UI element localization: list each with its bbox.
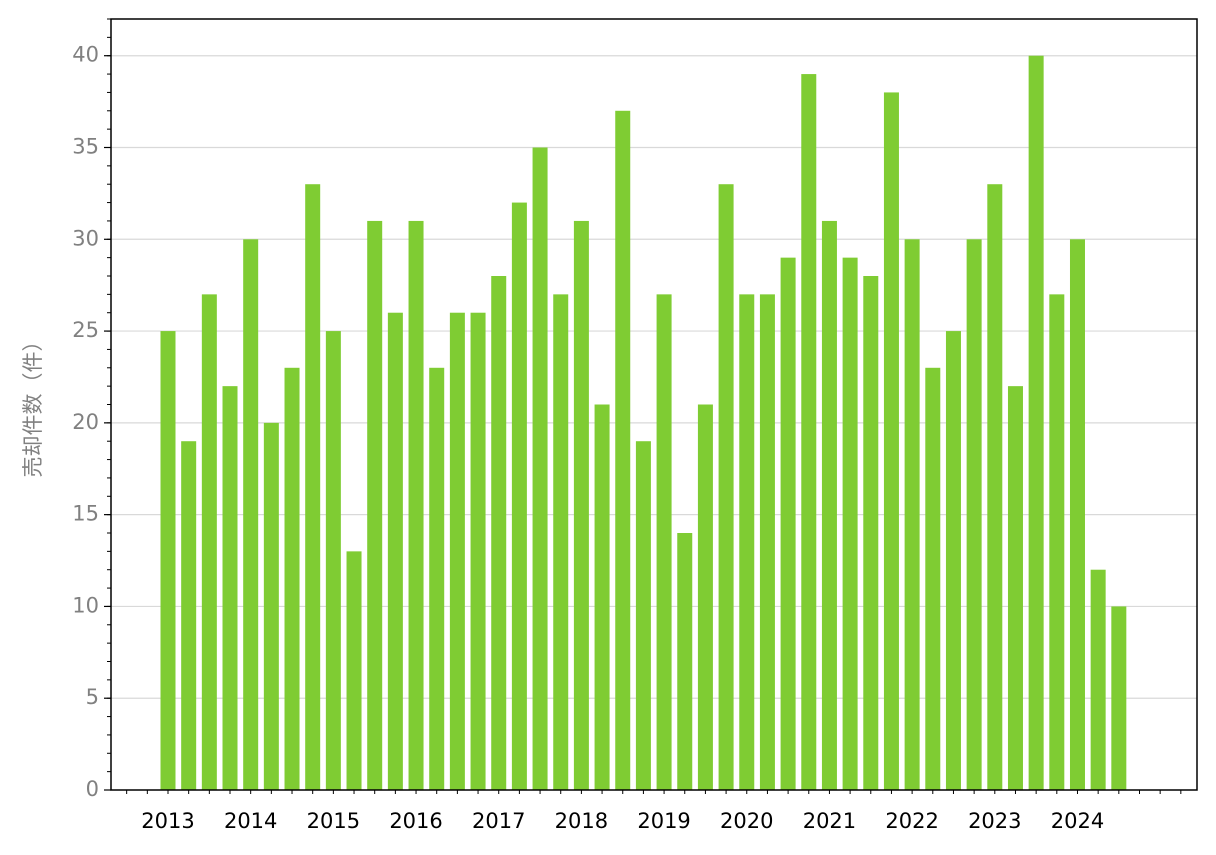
y-tick-label: 40: [72, 43, 99, 67]
y-tick-label: 25: [72, 318, 99, 342]
y-tick-label: 5: [86, 685, 99, 709]
y-tick-label: 20: [72, 410, 99, 434]
x-tick-label: 2015: [307, 809, 360, 833]
bar: [305, 184, 321, 790]
bar: [367, 220, 383, 790]
bar: [1007, 386, 1023, 790]
bar: [325, 331, 341, 790]
bar: [987, 184, 1003, 790]
x-tick-label: 2022: [885, 809, 938, 833]
bar: [222, 386, 238, 790]
bar: [594, 404, 610, 790]
bar: [1028, 55, 1044, 790]
bar: [801, 74, 817, 791]
plot-frame: [110, 18, 1198, 791]
bar: [243, 239, 259, 791]
bar: [635, 441, 651, 790]
bar: [408, 220, 424, 790]
bar: [739, 294, 755, 790]
bar: [842, 257, 858, 791]
bar: [284, 367, 300, 790]
x-tick-label: 2024: [1051, 809, 1104, 833]
bar: [677, 533, 693, 790]
bar: [718, 184, 734, 790]
bar: [573, 220, 589, 790]
bar: [883, 92, 899, 790]
bar: [1069, 239, 1085, 791]
bar: [966, 239, 982, 791]
bar: [780, 257, 796, 791]
y-tick-label: 35: [72, 135, 99, 159]
bar: [1090, 569, 1106, 790]
bar: [945, 331, 961, 790]
bar: [904, 239, 920, 791]
x-tick-label: 2021: [803, 809, 856, 833]
bar: [615, 110, 631, 791]
bar: [656, 294, 672, 790]
y-tick-label: 30: [72, 226, 99, 250]
bar: [759, 294, 775, 790]
x-tick-label: 2017: [472, 809, 525, 833]
x-tick-label: 2023: [968, 809, 1021, 833]
y-tick-label: 15: [72, 502, 99, 526]
y-tick-label: 0: [86, 777, 99, 801]
bar: [511, 202, 527, 791]
bar: [160, 331, 176, 790]
x-tick-label: 2018: [555, 809, 608, 833]
y-axis-label: 売却件数（件）: [21, 331, 45, 478]
x-tick-label: 2016: [389, 809, 442, 833]
bar: [863, 276, 879, 790]
bar: [1111, 606, 1127, 790]
bar: [532, 147, 548, 790]
bar: [491, 276, 507, 790]
bar: [387, 312, 403, 790]
bar: [697, 404, 713, 790]
x-tick-label: 2019: [637, 809, 690, 833]
bar: [263, 422, 279, 790]
y-tick-label: 10: [72, 593, 99, 617]
x-tick-label: 2014: [224, 809, 277, 833]
bar: [553, 294, 569, 790]
bar: [181, 441, 197, 790]
bar: [821, 220, 837, 790]
bar: [925, 367, 941, 790]
bar: [449, 312, 465, 790]
x-tick-label: 2013: [141, 809, 194, 833]
bar: [201, 294, 217, 790]
bar: [346, 551, 362, 790]
bar: [429, 367, 445, 790]
bar: [470, 312, 486, 790]
bar: [1049, 294, 1065, 790]
x-tick-label: 2020: [720, 809, 773, 833]
